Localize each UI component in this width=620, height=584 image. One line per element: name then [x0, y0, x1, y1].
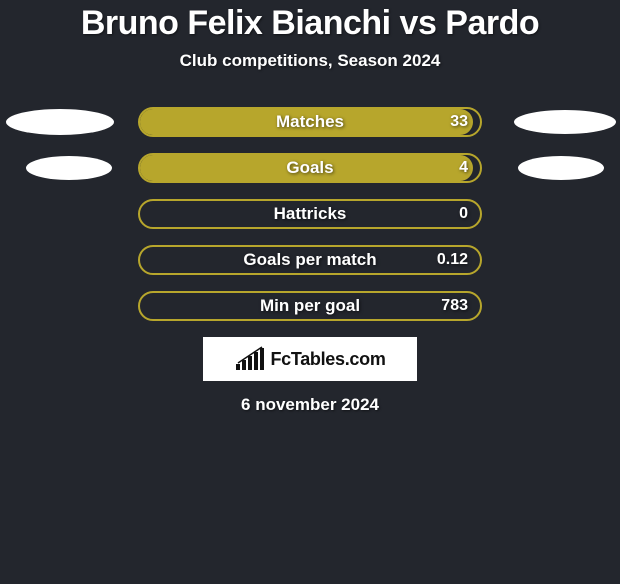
stat-bar: Min per goal 783	[138, 291, 482, 321]
decorative-oval-right	[514, 110, 616, 134]
stat-bar: Goals per match 0.12	[138, 245, 482, 275]
stat-label: Min per goal	[260, 296, 360, 316]
stat-bar: Hattricks 0	[138, 199, 482, 229]
stat-value: 783	[441, 297, 468, 315]
decorative-oval-left	[26, 156, 112, 180]
stat-row: Hattricks 0	[0, 199, 620, 229]
stat-value: 4	[459, 159, 468, 177]
decorative-oval-right	[518, 156, 604, 180]
stat-row: Min per goal 783	[0, 291, 620, 321]
stat-label: Goals	[286, 158, 333, 178]
stats-container: Matches 33 Goals 4 Hattricks 0 Goals per match…	[0, 107, 620, 321]
stat-row: Matches 33	[0, 107, 620, 137]
date-text: 6 november 2024	[0, 395, 620, 415]
decorative-oval-left	[6, 109, 114, 135]
logo-text: FcTables.com	[270, 349, 385, 370]
fctables-logo: FcTables.com	[203, 337, 417, 381]
page-title: Bruno Felix Bianchi vs Pardo	[0, 4, 620, 43]
stat-label: Matches	[276, 112, 344, 132]
stat-value: 33	[450, 113, 468, 131]
stat-row: Goals 4	[0, 153, 620, 183]
stat-bar: Goals 4	[138, 153, 482, 183]
stat-label: Hattricks	[274, 204, 347, 224]
subtitle: Club competitions, Season 2024	[0, 51, 620, 71]
stat-row: Goals per match 0.12	[0, 245, 620, 275]
stat-value: 0	[459, 205, 468, 223]
barchart-icon	[234, 346, 264, 372]
stat-value: 0.12	[437, 251, 468, 269]
stat-bar: Matches 33	[138, 107, 482, 137]
stat-label: Goals per match	[243, 250, 376, 270]
